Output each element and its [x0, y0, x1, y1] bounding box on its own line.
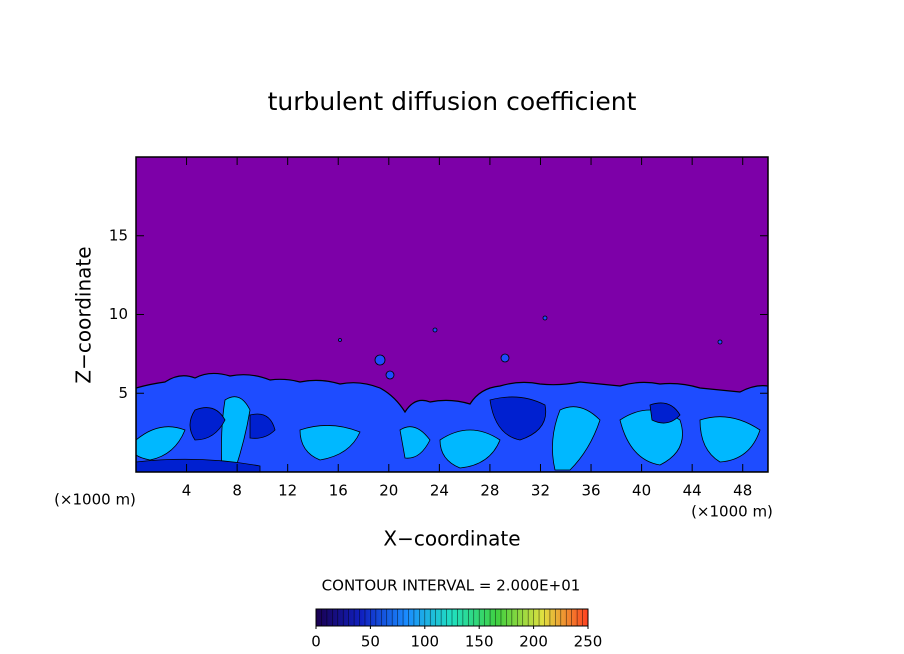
colorbar-tick-label: 150 [465, 633, 494, 651]
low-diffusion-regions [136, 396, 681, 472]
contour-interval: CONTOUR INTERVAL = 2.000E+01 [322, 577, 581, 595]
x-tick-label: 28 [480, 482, 499, 500]
x-unit-right: (×1000 m) [691, 503, 773, 521]
x-unit-left: (×1000 m) [54, 491, 136, 509]
y-tick-label: 10 [109, 305, 128, 323]
contour-field [136, 157, 768, 472]
colorbar-tick-label: 200 [519, 633, 548, 651]
high-diffusion-regions [136, 396, 761, 471]
colorbar-tick-label: 50 [361, 633, 380, 651]
x-tick-label: 4 [182, 482, 192, 500]
y-tick-label: 15 [109, 226, 128, 244]
x-tick-label: 48 [733, 482, 752, 500]
y-tick-label: 5 [118, 384, 128, 402]
x-tick-label: 20 [379, 482, 398, 500]
x-tick-label: 24 [430, 482, 449, 500]
x-tick-label: 16 [329, 482, 348, 500]
colorbar-tick-label: 0 [311, 633, 321, 651]
turbulent-layer [136, 372, 768, 472]
x-tick-label: 36 [581, 482, 600, 500]
y-axis-label: Z−coordinate [72, 246, 96, 383]
x-tick-label: 40 [632, 482, 651, 500]
x-axis-label: X−coordinate [383, 527, 520, 551]
x-tick-label: 12 [278, 482, 297, 500]
x-tick-label: 8 [232, 482, 242, 500]
x-tick-label: 32 [531, 482, 550, 500]
detached-patches [338, 315, 723, 380]
colorbar-tick-label: 250 [574, 633, 603, 651]
x-tick-label: 44 [683, 482, 702, 500]
colorbar-tick-label: 100 [410, 633, 439, 651]
chart-title: turbulent diffusion coefficient [268, 87, 637, 116]
